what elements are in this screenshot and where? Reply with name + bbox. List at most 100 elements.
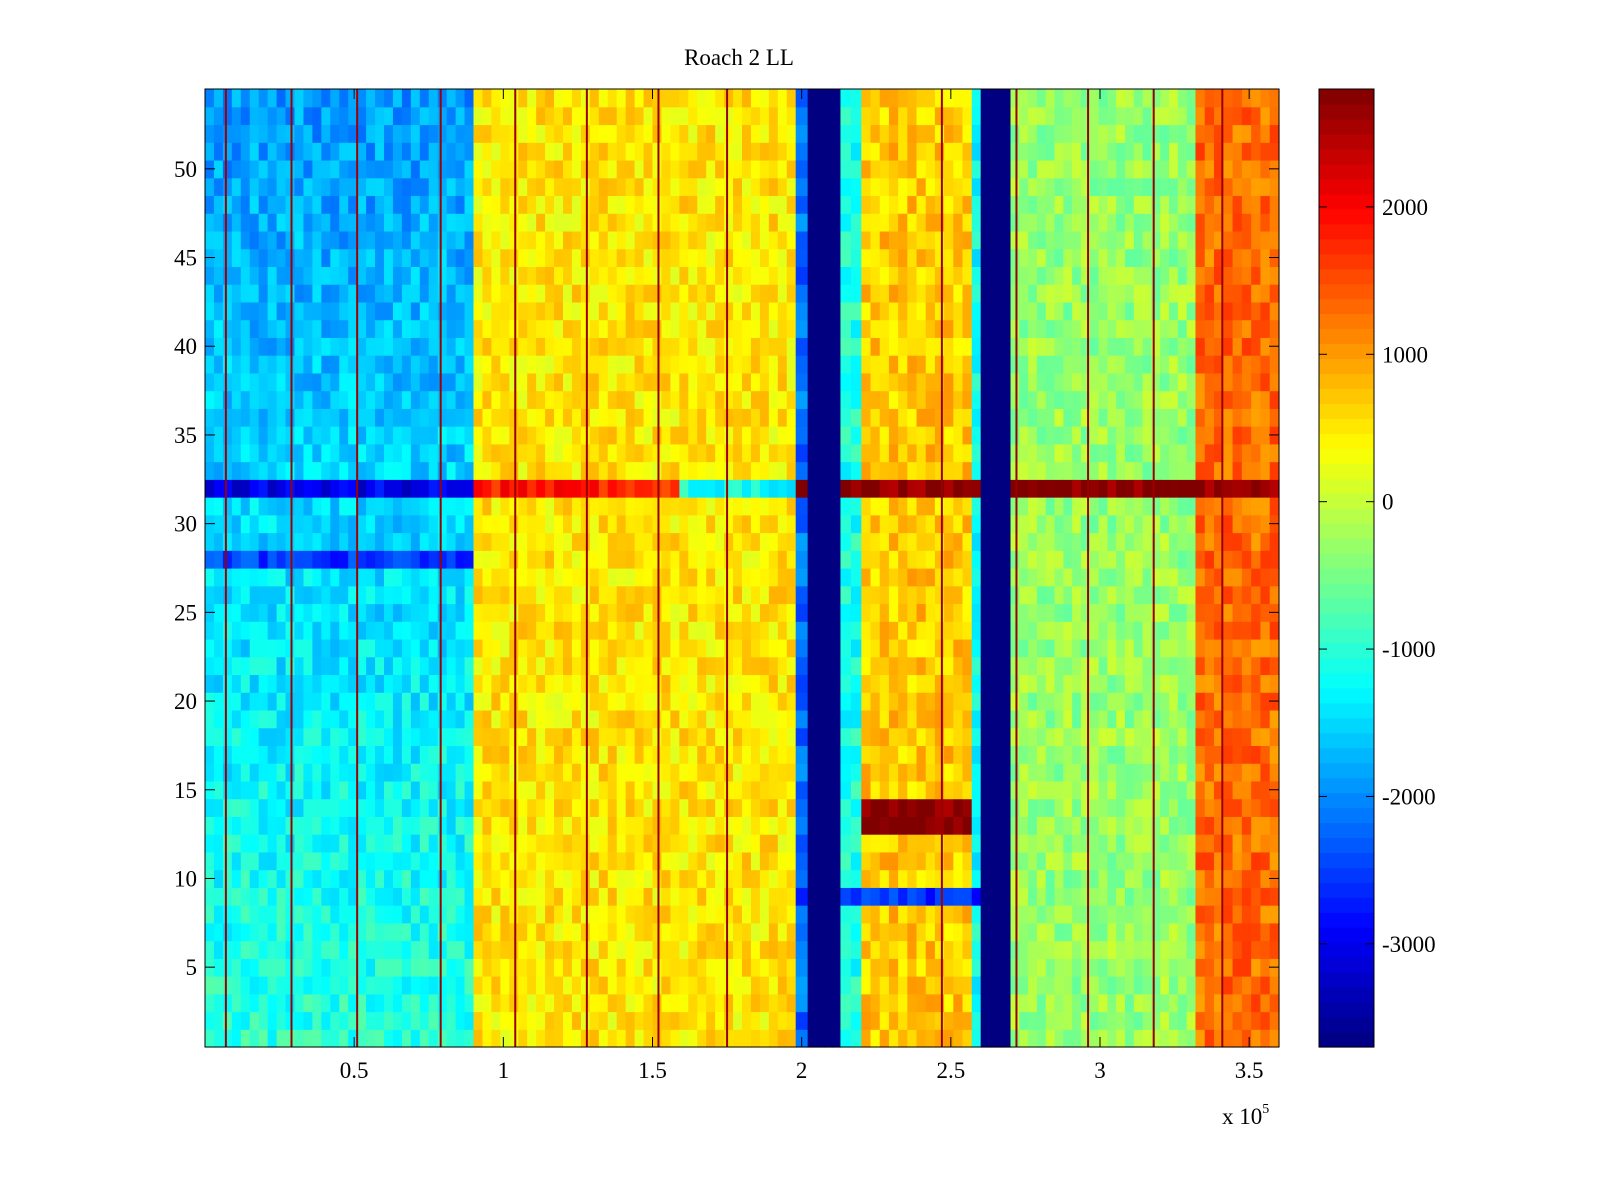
heatmap-cell (1019, 887, 1029, 906)
heatmap-cell (240, 887, 251, 906)
heatmap-cell (240, 656, 251, 676)
heatmap-cell (473, 585, 484, 605)
heatmap-cell (661, 621, 671, 640)
heatmap-cell (697, 301, 707, 321)
heatmap-cell (688, 922, 698, 942)
heatmap-cell (473, 727, 484, 747)
heatmap-cell (589, 709, 600, 729)
heatmap-cell (934, 798, 945, 817)
heatmap-cell (652, 709, 663, 729)
heatmap-cell (509, 372, 519, 392)
heatmap-cell (795, 195, 809, 214)
heatmap-cell (898, 816, 908, 835)
heatmap-cell (455, 301, 466, 321)
heatmap-cell (518, 266, 528, 285)
heatmap-cell (240, 106, 251, 126)
heatmap-cell (840, 816, 852, 835)
heatmap-cell (249, 1011, 260, 1030)
heatmap-cell (861, 479, 872, 498)
heatmap-cell (870, 851, 881, 871)
heatmap-cell (321, 568, 331, 587)
heatmap-cell (733, 621, 743, 640)
heatmap-cell (652, 230, 663, 250)
heatmap-cell (990, 266, 1002, 285)
heatmap-cell (410, 426, 421, 445)
heatmap-cell (428, 408, 439, 427)
heatmap-cell (980, 426, 992, 445)
heatmap-cell (545, 922, 555, 942)
heatmap-cell (925, 497, 936, 516)
heatmap-cell (527, 124, 537, 143)
heatmap-cell (990, 497, 1002, 516)
heatmap-cell (962, 124, 973, 143)
heatmap-cell (916, 142, 927, 161)
heatmap-cell (258, 922, 269, 942)
heatmap-cell (625, 319, 636, 338)
heatmap-cell (267, 532, 278, 551)
heatmap-cell (634, 940, 645, 959)
heatmap-cell (563, 514, 573, 534)
heatmap-cell (850, 709, 862, 729)
heatmap-cell (879, 514, 890, 534)
heatmap-cell (258, 124, 269, 143)
heatmap-cell (925, 976, 936, 995)
heatmap-cell (934, 177, 945, 197)
heatmap-cell (285, 177, 296, 197)
heatmap-cell (661, 532, 671, 551)
heatmap-cell (616, 709, 627, 729)
heatmap-cell (384, 514, 394, 534)
heatmap-cell (643, 408, 654, 427)
heatmap-cell (840, 727, 852, 747)
heatmap-cell (348, 692, 358, 711)
heatmap-cell (321, 763, 331, 782)
heatmap-cell (934, 585, 945, 605)
heatmap-cell (285, 621, 296, 640)
heatmap-cell (509, 106, 519, 126)
heatmap-cell (231, 763, 242, 782)
heatmap-cell (697, 390, 707, 409)
heatmap-cell (733, 905, 743, 924)
heatmap-cell (706, 905, 716, 924)
heatmap-cell (759, 213, 770, 232)
heatmap-cell (652, 479, 663, 498)
heatmap-cell (312, 266, 322, 285)
heatmap-cell (258, 976, 269, 995)
heatmap-cell (733, 887, 743, 906)
heatmap-cell (482, 159, 492, 179)
heatmap-cell (231, 976, 242, 995)
heatmap-cell (670, 408, 680, 427)
heatmap-cell (294, 355, 305, 374)
heatmap-cell (1019, 851, 1029, 871)
heatmap-cell (518, 514, 528, 534)
heatmap-cell (652, 727, 663, 747)
heatmap-cell (759, 780, 770, 800)
heatmap-cell (571, 940, 582, 959)
heatmap-cell (907, 337, 918, 356)
heatmap-cell (888, 124, 899, 143)
heatmap-cell (357, 319, 367, 338)
heatmap-cell (750, 390, 761, 409)
heatmap-cell (643, 319, 654, 338)
heatmap-cell (916, 851, 927, 871)
heatmap-cell (446, 106, 457, 126)
heatmap-cell (807, 159, 817, 179)
heatmap-cell (1000, 248, 1012, 268)
heatmap-cell (455, 408, 466, 427)
heatmap-cell (1028, 89, 1038, 108)
heatmap-cell (330, 727, 340, 747)
heatmap-cell (990, 479, 1002, 498)
heatmap-cell (330, 284, 340, 303)
heatmap-cell (545, 89, 555, 108)
heatmap-cell (330, 869, 340, 888)
heatmap-cell (1019, 993, 1029, 1013)
heatmap-cell (759, 745, 770, 764)
heatmap-cell (464, 727, 475, 747)
heatmap-cell (446, 319, 457, 338)
heatmap-cell (258, 248, 269, 268)
heatmap-cell (733, 426, 743, 445)
heatmap-cell (258, 177, 269, 197)
heatmap-cell (536, 763, 546, 782)
heatmap-cell (222, 603, 233, 622)
heatmap-cell (563, 443, 573, 463)
heatmap-cell (321, 550, 331, 569)
